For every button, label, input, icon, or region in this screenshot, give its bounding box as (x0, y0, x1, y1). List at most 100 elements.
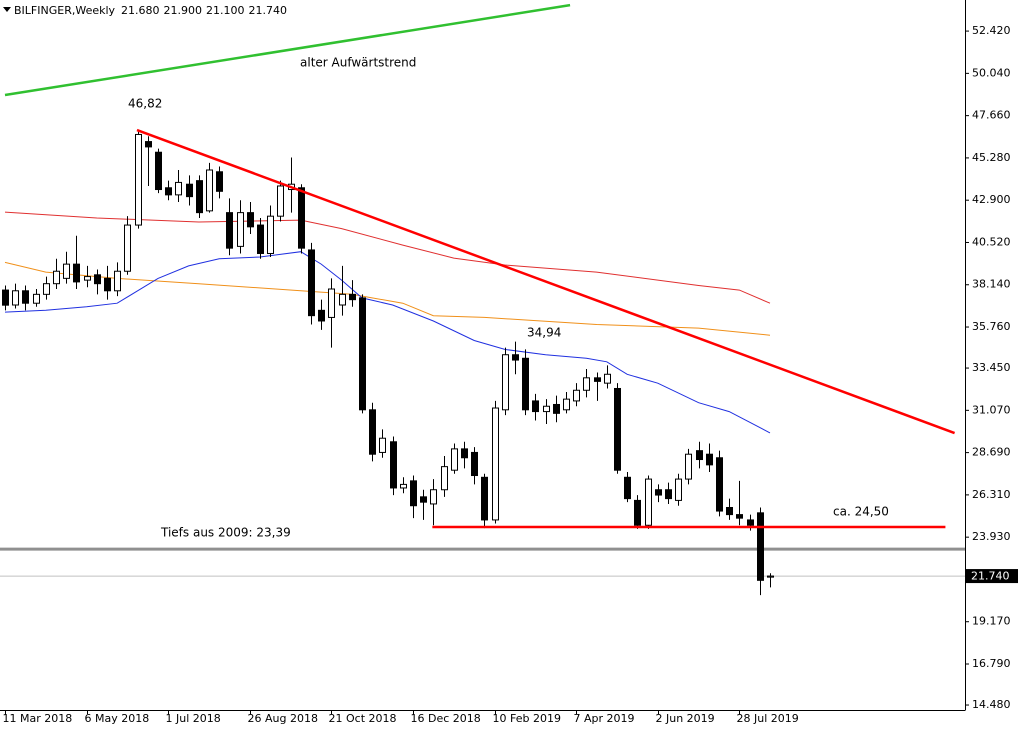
candle-body (114, 270, 121, 292)
annotation: 46,82 (128, 97, 162, 111)
candle-body (543, 405, 550, 413)
y-tick-label: 26.310 (972, 488, 1011, 501)
candle-body (104, 277, 111, 292)
candle-body (655, 489, 662, 496)
x-tick-label: 11 Mar 2018 (3, 712, 73, 725)
candle-body (308, 249, 315, 317)
symbol: BILFINGER,Weekly (14, 4, 116, 17)
candle-body (420, 496, 427, 503)
candle-body (12, 290, 19, 306)
candle-body (696, 450, 703, 461)
moving-average (4, 261, 771, 336)
candle-body (706, 453, 713, 466)
header-value: 21.680 (121, 4, 160, 17)
candle-body (277, 185, 284, 217)
candle-body (583, 377, 590, 391)
candle-body (716, 457, 723, 512)
candle-body (298, 187, 305, 249)
y-tick-label: 38.140 (972, 278, 1011, 291)
header-arrow (3, 7, 11, 12)
candle-body (767, 575, 774, 578)
y-tick-label: 16.790 (972, 657, 1011, 670)
candle-body (186, 183, 193, 198)
candle-body (145, 141, 152, 148)
candle-body (563, 398, 570, 411)
candle-body (685, 453, 692, 480)
candle-body (441, 466, 448, 491)
candle-body (339, 293, 346, 306)
chart-title: BILFINGER,Weekly 21.680 21.900 21.100 21.740 (14, 4, 287, 17)
candle-body (410, 480, 417, 507)
candle-body (736, 514, 743, 519)
candle-body (400, 483, 407, 489)
candle-body (318, 309, 325, 322)
candle-body (84, 276, 91, 281)
candle-body (206, 169, 213, 212)
candle-body (267, 215, 274, 254)
candle-body (492, 407, 499, 521)
candle-body (135, 133, 142, 226)
candle-body (390, 441, 397, 489)
candle-body (257, 224, 264, 254)
candle-body (726, 506, 733, 516)
candle-body (349, 293, 356, 301)
annotation: ca. 24,50 (833, 505, 889, 519)
trendline (136, 128, 956, 435)
y-tick-label: 52.420 (972, 24, 1011, 37)
y-tick-label: 35.760 (972, 320, 1011, 333)
candle-body (155, 151, 162, 191)
candle-body (481, 476, 488, 521)
x-tick-label: 28 Jul 2019 (737, 712, 799, 725)
x-tick-label: 6 May 2018 (85, 712, 150, 725)
candle-body (33, 293, 40, 304)
candle-body (573, 389, 580, 402)
candle-body (379, 437, 386, 453)
candle-body (53, 270, 60, 285)
candle-body (634, 499, 641, 526)
moving-average (4, 251, 771, 434)
candle-body (165, 187, 172, 196)
candle-body (471, 451, 478, 477)
candle-body (175, 181, 182, 196)
price-label: 21.740 (971, 570, 1010, 583)
candle-body (369, 409, 376, 455)
candle-body (196, 180, 203, 214)
y-tick-label: 31.070 (972, 403, 1011, 416)
annotation: 34,94 (527, 326, 561, 340)
candle-body (216, 171, 223, 192)
candle-body (532, 400, 539, 413)
header-value: 21.900 (164, 4, 203, 17)
header-value: 21.100 (206, 4, 245, 17)
candle-body (502, 354, 509, 411)
header-value: 21.740 (249, 4, 288, 17)
x-tick-label: 10 Feb 2019 (493, 712, 561, 725)
candle-body (522, 357, 529, 411)
candle-body (359, 297, 366, 411)
x-tick-label: 7 Apr 2019 (574, 712, 635, 725)
candle-body (645, 478, 652, 526)
x-tick-label: 1 Jul 2018 (166, 712, 221, 725)
price-label-box (966, 569, 1018, 584)
candle-body (451, 448, 458, 471)
candle-body (675, 478, 682, 501)
candle-body (614, 387, 621, 471)
y-tick-label: 45.280 (972, 151, 1011, 164)
candle-body (624, 476, 631, 500)
trendline (4, 3, 571, 97)
annotation: alter Aufwärtstrend (300, 56, 416, 70)
candle-body (461, 448, 468, 459)
candle-body (2, 289, 9, 306)
candle-body (237, 212, 244, 247)
candle-body (247, 212, 254, 228)
candle-body (594, 377, 601, 382)
candle-body (226, 212, 233, 249)
x-tick-label: 21 Oct 2018 (329, 712, 397, 725)
candle-body (757, 512, 764, 581)
candle-body (665, 489, 672, 500)
y-tick-label: 19.170 (972, 615, 1011, 628)
x-tick-label: 16 Dec 2018 (411, 712, 481, 725)
candle-body (22, 290, 29, 304)
candle-body (43, 283, 50, 295)
candle-body (604, 373, 611, 384)
